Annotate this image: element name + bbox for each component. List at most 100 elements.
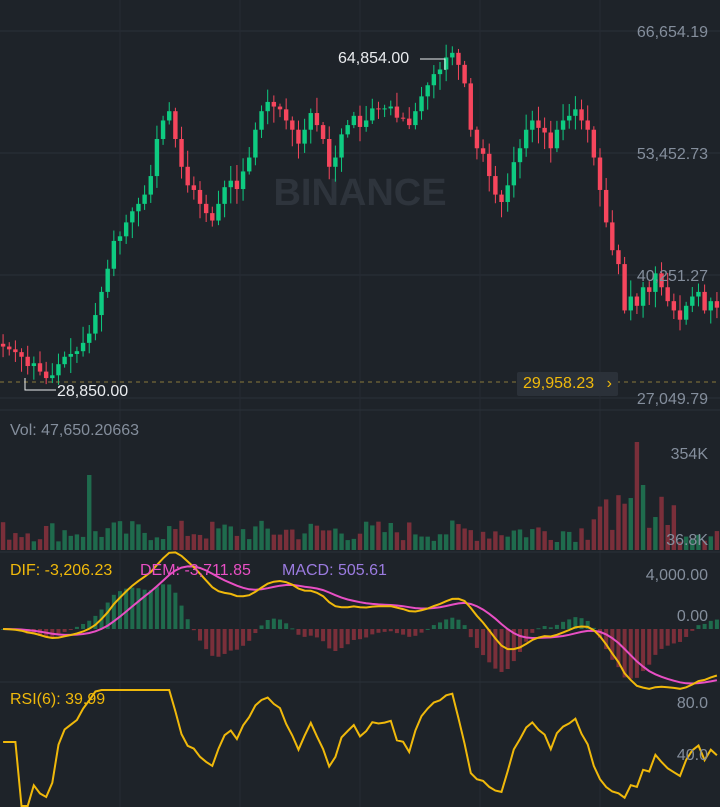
candle-body [363, 120, 369, 127]
macd-bar [333, 629, 338, 651]
macd-bar [204, 629, 209, 650]
candle-body [160, 120, 166, 139]
candle-body [234, 180, 240, 190]
candle-body [93, 315, 98, 334]
macd-bar [659, 629, 664, 649]
macd-bar [148, 590, 153, 629]
macd-bar [622, 629, 627, 678]
candle-body [376, 108, 381, 110]
volume-bar [665, 524, 670, 550]
volume-bar [222, 524, 227, 550]
macd-bar [358, 629, 362, 640]
volume-bar [37, 539, 43, 550]
macd-bar [259, 625, 264, 629]
volume-bar [468, 530, 473, 550]
macd-bar [302, 629, 307, 637]
volume-bar [511, 530, 517, 550]
volume-bar [462, 528, 467, 550]
macd-bar [493, 629, 498, 669]
macd-bar [561, 621, 566, 629]
candle-body [665, 287, 670, 302]
macd-bar [364, 629, 369, 638]
volume-bar [191, 534, 197, 550]
volume-bar [505, 536, 510, 550]
macd-bar [604, 629, 609, 650]
volume-bar [148, 540, 153, 550]
watermark: BINANCE [273, 172, 446, 214]
candle-body [407, 118, 412, 126]
candle-body [443, 57, 449, 70]
macd-bar [634, 629, 639, 678]
macd-bar [499, 629, 504, 672]
candle-body [622, 264, 627, 311]
candle-body [462, 64, 467, 84]
volume-bar [530, 529, 535, 550]
volume-bar [7, 539, 12, 550]
macd-bar [487, 629, 492, 663]
macd-bar [450, 617, 455, 629]
volume-bar [548, 539, 553, 550]
candle-body [191, 185, 197, 190]
macd-bar [124, 588, 129, 629]
candle-body [517, 148, 523, 163]
macd-bar [105, 602, 110, 629]
macd-bar [142, 589, 147, 629]
macd-bar [708, 620, 713, 629]
volume-bar [62, 530, 67, 550]
dem-line [3, 565, 718, 685]
macd-bar [56, 629, 61, 636]
volume-bar [487, 538, 492, 550]
volume-bar [271, 534, 277, 550]
candle-body [567, 115, 572, 121]
candle-body [603, 189, 609, 223]
macd-bar [474, 629, 479, 648]
candle-body [265, 101, 270, 112]
candle-body [653, 273, 658, 292]
candle-body [7, 346, 12, 350]
volume-bar [376, 521, 381, 550]
volume-bar [50, 523, 55, 550]
macd-bar [87, 620, 92, 629]
candle-body [696, 291, 701, 297]
volume-bar [382, 532, 387, 550]
macd-bar [591, 627, 596, 629]
volume-bar [573, 541, 578, 550]
volume-bar [425, 536, 430, 550]
volume-bar [628, 498, 633, 550]
candle-body [647, 287, 652, 292]
candle-body [456, 52, 461, 65]
volume-bar [74, 534, 80, 550]
macd-bar [185, 619, 190, 629]
candle-body [62, 356, 67, 365]
candle-body [493, 176, 498, 195]
macd-bar [431, 625, 436, 629]
volume-bar [123, 533, 129, 550]
macd-bar [296, 629, 301, 635]
candle-body [499, 194, 504, 203]
candle-body [111, 240, 117, 269]
volume-bar [659, 496, 664, 550]
candle-body [388, 106, 393, 109]
candle-body [683, 305, 689, 320]
volume-bar [579, 528, 584, 550]
current-price-tag[interactable]: 29,958.23 › [517, 372, 618, 396]
candle-body [203, 203, 209, 214]
volume-bar [616, 495, 621, 550]
candle-body [560, 120, 566, 130]
macd-bar [327, 629, 332, 649]
candle-body [185, 166, 190, 186]
candle-body [357, 115, 363, 127]
volume-bar [690, 539, 695, 550]
macd-bar [425, 628, 430, 630]
candle-body [345, 125, 350, 135]
volume-bar [640, 485, 646, 550]
macd-bar [684, 629, 689, 637]
candle-body [13, 349, 18, 353]
candle-body [536, 120, 541, 128]
volume-bar [68, 535, 73, 550]
candle-body [19, 352, 24, 357]
volume-bar [474, 540, 480, 550]
volume-bar [290, 529, 295, 550]
volume-bar [653, 517, 658, 550]
volume-bar [130, 521, 135, 550]
